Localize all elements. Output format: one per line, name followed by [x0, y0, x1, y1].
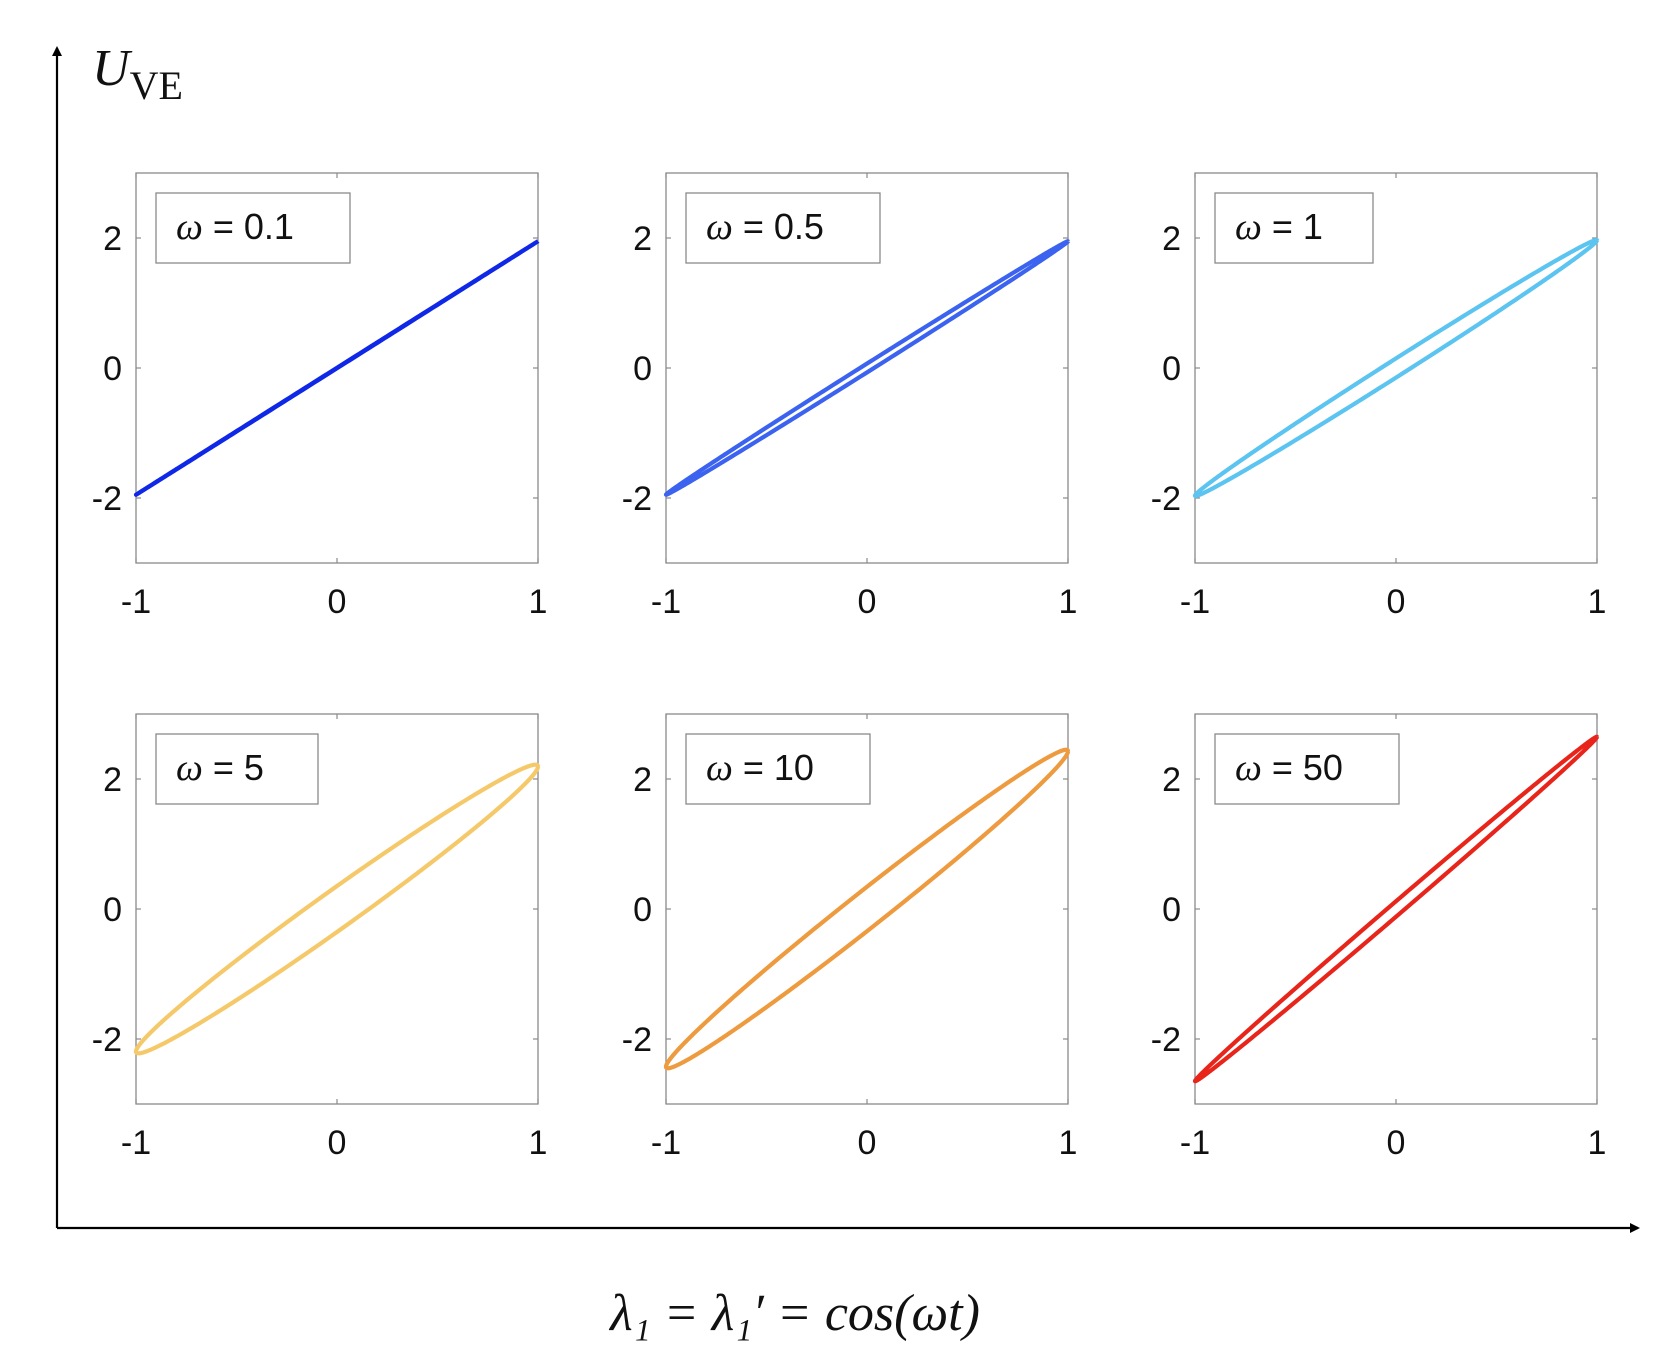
subplot-panel: -1 0 1 -2 0 2 ω = 1 [1151, 172, 1607, 621]
y-tick-label: 2 [633, 761, 652, 799]
y-tick-label: 2 [1162, 761, 1181, 799]
subplot-grid: -1 0 1 -2 0 2 ω = 0.1 -1 0 1 -2 0 2 ω = 0.5 -1 0 1 -2 0 2 ω … [92, 172, 1607, 1162]
x-tick-label: 0 [858, 583, 877, 621]
y-tick-label: -2 [1151, 1021, 1181, 1059]
hysteresis-curve [133, 762, 541, 1056]
legend-box [155, 192, 351, 264]
y-tick-label: 2 [103, 220, 122, 258]
legend-label: ω = 0.5 [706, 206, 824, 248]
legend-box [685, 192, 881, 264]
omega-value: 10 [774, 747, 814, 788]
y-tick-label: 0 [633, 350, 652, 388]
omega-value: 0.5 [774, 206, 824, 247]
subplot-panel: -1 0 1 -2 0 2 ω = 5 [92, 713, 548, 1162]
subplot-panel: -1 0 1 -2 0 2 ω = 0.1 [92, 172, 548, 621]
x-tick-label: 0 [1387, 1124, 1406, 1162]
y-axis-label: UVE [92, 40, 183, 108]
x-tick-label: 1 [1588, 583, 1607, 621]
legend-equals: = [733, 747, 774, 788]
omega-symbol: ω [1235, 747, 1262, 789]
legend-label: ω = 5 [176, 747, 264, 789]
x-tick-label: -1 [651, 583, 681, 621]
x-tick-label: 1 [529, 1124, 548, 1162]
subplot-panel: -1 0 1 -2 0 2 ω = 10 [622, 713, 1078, 1162]
x-tick-label: -1 [121, 1124, 151, 1162]
y-tick-label: 0 [633, 891, 652, 929]
legend-equals: = [733, 206, 774, 247]
omega-symbol: ω [706, 747, 733, 789]
y-tick-label: -2 [1151, 480, 1181, 518]
omega-symbol: ω [176, 206, 203, 248]
y-tick-label: 2 [1162, 220, 1181, 258]
legend-label: ω = 0.1 [176, 206, 294, 248]
hysteresis-curve [663, 747, 1071, 1071]
y-tick-label: 0 [1162, 891, 1181, 929]
subplot-panel: -1 0 1 -2 0 2 ω = 50 [1151, 713, 1607, 1162]
x-tick-label: -1 [1180, 583, 1210, 621]
subplot-panel: -1 0 1 -2 0 2 ω = 0.5 [622, 172, 1078, 621]
omega-symbol: ω [1235, 206, 1262, 248]
hysteresis-curve [663, 239, 1071, 497]
omega-value: 0.1 [244, 206, 294, 247]
legend-box [685, 733, 871, 805]
y-tick-label: 0 [103, 891, 122, 929]
y-tick-label: 0 [103, 350, 122, 388]
hysteresis-curve [1192, 734, 1600, 1084]
legend-equals: = [203, 747, 244, 788]
legend-equals: = [1262, 747, 1303, 788]
x-axis-label: λ₁ = λ₁′ = cos(ωt) [608, 1285, 980, 1342]
x-tick-label: 0 [328, 1124, 347, 1162]
y-tick-label: -2 [622, 1021, 652, 1059]
omega-value: 1 [1303, 206, 1323, 247]
x-tick-label: -1 [651, 1124, 681, 1162]
y-axis-label-main: U [92, 40, 133, 97]
legend-label: ω = 10 [706, 747, 814, 789]
omega-symbol: ω [706, 206, 733, 248]
y-tick-label: 2 [633, 220, 652, 258]
legend-box [1214, 192, 1374, 264]
y-tick-label: -2 [622, 480, 652, 518]
x-tick-label: 1 [529, 583, 548, 621]
omega-value: 5 [244, 747, 264, 788]
legend-label: ω = 50 [1235, 747, 1343, 789]
x-tick-label: 0 [1387, 583, 1406, 621]
x-tick-label: 1 [1059, 583, 1078, 621]
y-axis-label-subscript: VE [130, 63, 183, 108]
x-tick-label: -1 [121, 583, 151, 621]
x-tick-label: 0 [858, 1124, 877, 1162]
legend-equals: = [203, 206, 244, 247]
omega-value: 50 [1303, 747, 1343, 788]
legend-equals: = [1262, 206, 1303, 247]
x-tick-label: 1 [1588, 1124, 1607, 1162]
y-tick-label: -2 [92, 480, 122, 518]
y-tick-label: 0 [1162, 350, 1181, 388]
x-tick-label: 0 [328, 583, 347, 621]
legend-box [1214, 733, 1400, 805]
y-tick-label: -2 [92, 1021, 122, 1059]
legend-box [155, 733, 319, 805]
x-tick-label: -1 [1180, 1124, 1210, 1162]
hysteresis-curve [133, 239, 541, 497]
x-tick-label: 1 [1059, 1124, 1078, 1162]
y-tick-label: 2 [103, 761, 122, 799]
hysteresis-curve [1192, 237, 1600, 499]
omega-symbol: ω [176, 747, 203, 789]
legend-label: ω = 1 [1235, 206, 1323, 248]
